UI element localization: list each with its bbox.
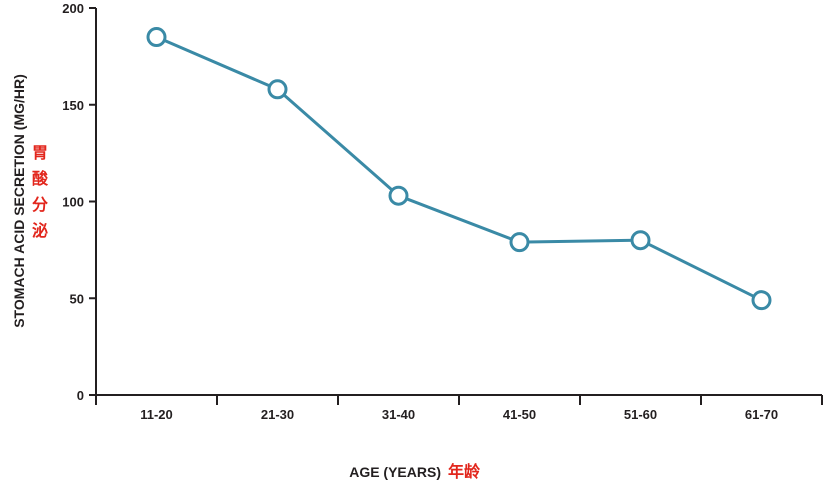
y-axis-title-chinese-1: 胃 [32, 143, 48, 162]
x-tick-label: 51-60 [624, 407, 657, 422]
data-point [751, 290, 772, 311]
x-tick-label: 41-50 [503, 407, 536, 422]
data-point [146, 27, 167, 48]
x-axis-title-chinese: 年龄 [448, 462, 481, 481]
x-tick-label: 11-20 [140, 407, 173, 422]
data-point [630, 230, 651, 251]
x-axis-title: AGE (YEARS) [349, 464, 441, 480]
y-axis-title-chinese-3: 分 [32, 195, 48, 214]
x-axis: 11-20 21-30 31-40 41-50 51-60 61-70 [95, 394, 823, 422]
y-axis-title-chinese-2: 酸 [32, 169, 49, 188]
y-tick-label: 200 [62, 1, 84, 16]
y-axis: 0 50 100 150 200 [62, 1, 97, 403]
x-tick-label: 21-30 [261, 407, 294, 422]
y-axis-title-chinese-4: 泌 [32, 221, 48, 240]
y-tick-label: 150 [62, 98, 84, 113]
y-tick-label: 100 [62, 195, 84, 210]
x-tick-label: 31-40 [382, 407, 415, 422]
data-point [388, 185, 409, 206]
data-point [267, 79, 288, 100]
x-tick-label: 61-70 [745, 407, 778, 422]
series-polyline [155, 35, 763, 302]
data-points [146, 27, 772, 311]
y-tick-label: 0 [77, 388, 84, 403]
y-axis-title: STOMACH ACID SECRETION (MG/HR) [11, 74, 27, 328]
data-point [509, 232, 530, 253]
series-line [155, 35, 763, 302]
y-tick-label: 50 [70, 291, 84, 306]
